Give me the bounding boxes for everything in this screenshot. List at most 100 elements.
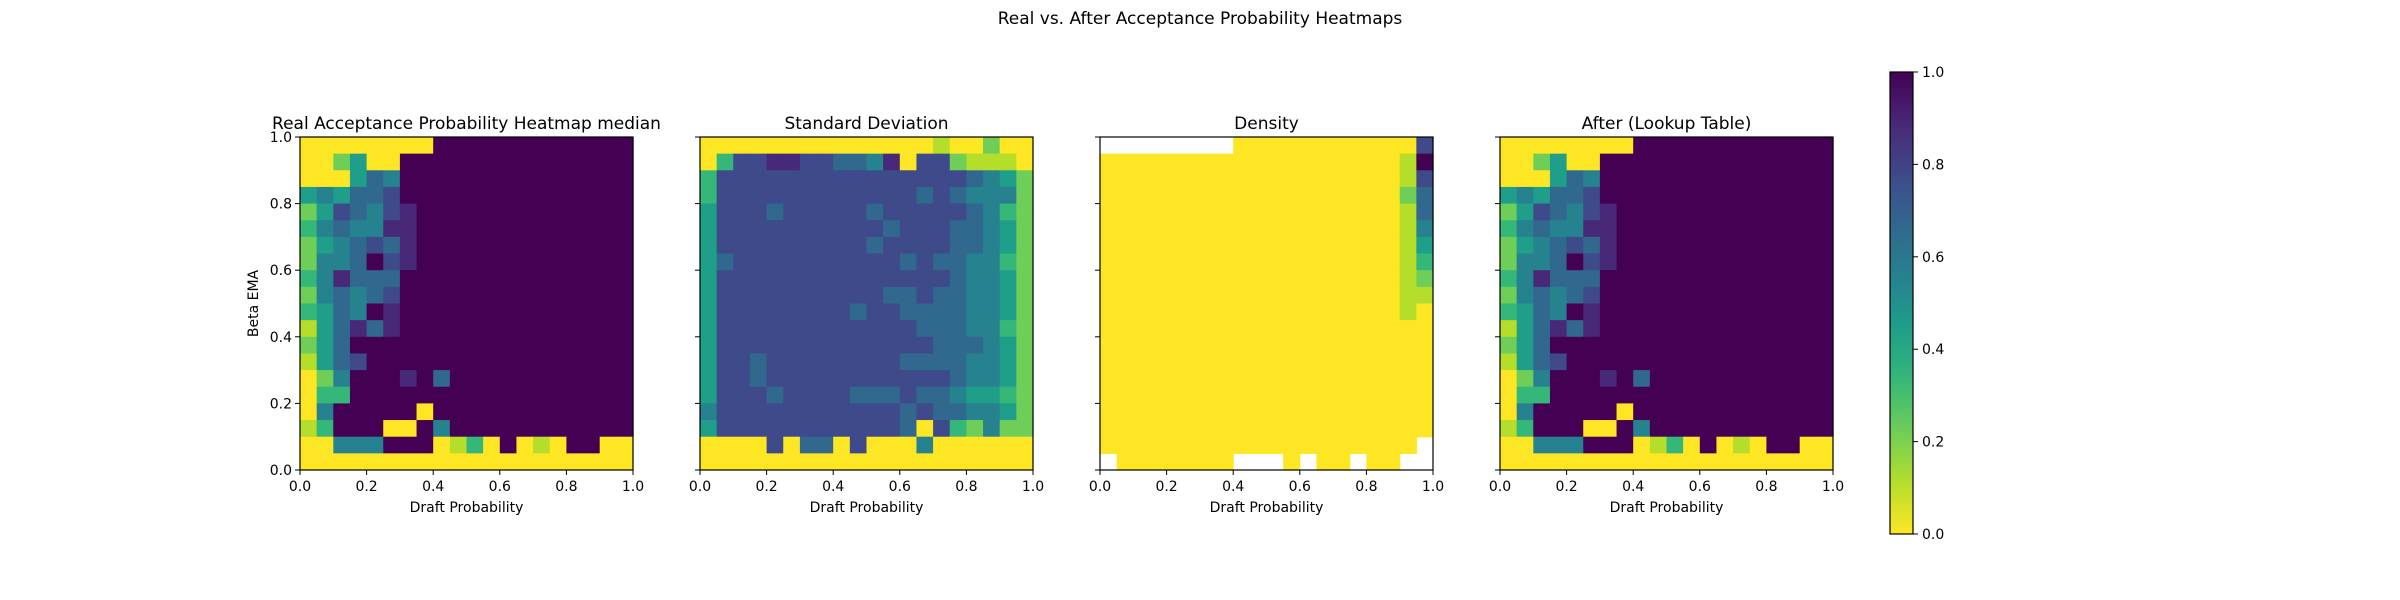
heatmap-cell	[1799, 403, 1817, 421]
heatmap-cell	[1149, 320, 1168, 338]
x-tick-label: 0.6	[489, 479, 511, 495]
heatmap-cell	[883, 220, 901, 238]
heatmap-cell	[949, 186, 967, 205]
heatmap-cell	[766, 220, 784, 238]
heatmap-cell	[1399, 353, 1417, 371]
heatmap-cell	[1249, 303, 1268, 321]
heatmap-cell	[1100, 220, 1118, 238]
heatmap-cell	[1666, 353, 1684, 371]
heatmap-cell	[1349, 203, 1367, 221]
heatmap-cell	[1816, 336, 1834, 355]
heatmap-cell	[1816, 203, 1834, 221]
heatmap-cell	[499, 270, 518, 288]
heatmap-cell	[1216, 303, 1234, 321]
heatmap-cell	[833, 270, 851, 288]
heatmap-cell	[499, 436, 518, 454]
heatmap-cell	[1816, 320, 1834, 338]
heatmap-cell	[1333, 386, 1351, 404]
heatmap-cell	[1266, 420, 1284, 438]
heatmap-cell	[1266, 186, 1284, 205]
heatmap-cell	[933, 137, 951, 155]
heatmap-cell	[483, 186, 501, 205]
heatmap-cell	[1816, 436, 1834, 454]
heatmap-cell	[1249, 403, 1268, 421]
heatmap-cell	[1766, 170, 1784, 188]
heatmap-cell	[1383, 353, 1401, 371]
heatmap-cell	[533, 186, 551, 205]
heatmap-cell	[1733, 220, 1751, 238]
heatmap-cell	[1333, 203, 1351, 221]
colorbar-tick-label: 0.0	[1922, 527, 1944, 543]
heatmap-cell	[933, 420, 951, 438]
heatmap-cell	[983, 270, 1001, 288]
heatmap-cell	[833, 420, 851, 438]
heatmap-cell	[1349, 320, 1367, 338]
heatmap-cell	[716, 353, 734, 371]
heatmap-cell	[1283, 320, 1301, 338]
heatmap-cell	[333, 236, 351, 255]
heatmap-cell	[1383, 153, 1401, 171]
heatmap-cell	[1249, 320, 1268, 338]
heatmap-cell	[1283, 253, 1301, 271]
heatmap-cell	[1283, 203, 1301, 221]
heatmap-cell	[483, 436, 501, 454]
heatmap-cell	[783, 220, 801, 238]
heatmap-cell	[1549, 320, 1568, 338]
heatmap-cell	[1699, 253, 1718, 271]
heatmap-cell	[1649, 403, 1668, 421]
heatmap-cell	[700, 386, 718, 404]
heatmap-cell	[483, 453, 501, 471]
heatmap-cell	[433, 370, 451, 388]
heatmap-cell	[599, 386, 617, 404]
heatmap-cell	[566, 253, 584, 271]
heatmap-cell	[849, 153, 868, 171]
heatmap-cell	[1199, 453, 1218, 471]
heatmap-cell	[549, 170, 567, 188]
heatmap-cell	[1349, 270, 1367, 288]
heatmap-cell	[366, 186, 384, 205]
heatmap-cell	[1749, 386, 1767, 404]
heatmap-cell	[1749, 436, 1767, 454]
heatmap-cell	[1583, 153, 1601, 171]
heatmap-cell	[1100, 386, 1118, 404]
heatmap-cell	[1816, 220, 1834, 238]
heatmap-cell	[1183, 153, 1201, 171]
heatmap-cell	[1133, 203, 1151, 221]
heatmap-cell	[566, 353, 584, 371]
heatmap-cell	[1649, 170, 1668, 188]
heatmap-cell	[1566, 303, 1584, 321]
heatmap-cell	[1383, 336, 1401, 355]
heatmap-cell	[783, 170, 801, 188]
heatmap-cell	[549, 370, 567, 388]
heatmap-cell	[1116, 320, 1134, 338]
heatmap-cell	[516, 370, 534, 388]
heatmap-cell	[1633, 153, 1651, 171]
heatmap-cell	[1416, 320, 1434, 338]
heatmap-cell	[1133, 370, 1151, 388]
heatmap-cell	[1699, 336, 1718, 355]
heatmap-cell	[349, 203, 368, 221]
heatmap-cell	[999, 303, 1017, 321]
heatmap-cell	[1533, 220, 1551, 238]
heatmap-cell	[1733, 303, 1751, 321]
heatmap-cell	[566, 303, 584, 321]
heatmap-cell	[949, 170, 967, 188]
heatmap-cell	[449, 203, 468, 221]
heatmap-cell	[1216, 270, 1234, 288]
heatmap-cell	[1633, 436, 1651, 454]
heatmap-cell	[1683, 303, 1701, 321]
heatmap-cell	[1783, 137, 1801, 155]
heatmap-cell	[399, 286, 418, 305]
heatmap-cell	[1283, 170, 1301, 188]
heatmap-cell	[533, 270, 551, 288]
heatmap-cell	[949, 386, 967, 404]
heatmap-cell	[833, 186, 851, 205]
heatmap-cell	[1616, 436, 1634, 454]
heatmap-cell	[999, 236, 1017, 255]
heatmap-cell	[849, 453, 868, 471]
heatmap-cell	[1283, 336, 1301, 355]
heatmap-cell	[383, 170, 401, 188]
heatmap-cell	[1266, 303, 1284, 321]
heatmap-cell	[549, 236, 567, 255]
heatmap-cell	[1316, 386, 1334, 404]
